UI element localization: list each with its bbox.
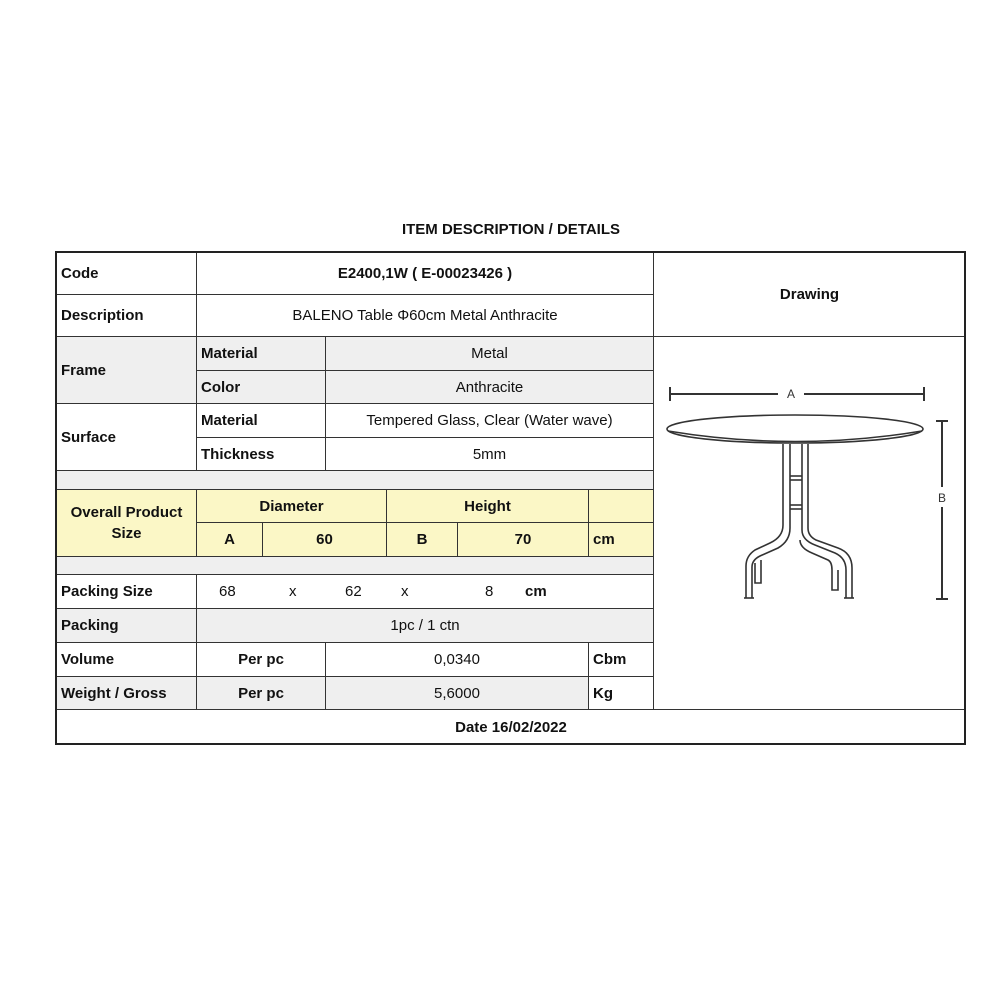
packing-size-label: Packing Size [56,574,197,609]
table-illustration [666,414,924,599]
packing-width: 62 [345,583,362,600]
packing-height: 8 [485,583,494,600]
dim-a-text: A [787,387,795,401]
weight-per: Per pc [196,676,326,710]
frame-color-value: Anthracite [325,370,654,404]
surface-label: Surface [56,403,197,471]
description-value: BALENO Table Φ60cm Metal Anthracite [196,294,654,337]
packing-size-values: 68 x 62 x 8 cm [196,574,654,609]
frame-material-label: Material [196,336,326,371]
surface-material-label: Material [196,403,326,438]
dim-b-label: B [386,522,458,557]
surface-material-value: Tempered Glass, Clear (Water wave) [325,403,654,438]
date: Date 16/02/2022 [56,709,966,745]
dim-b-text: B [938,491,946,505]
drawing-area [653,336,966,710]
packing-unit: cm [525,583,547,600]
volume-unit: Cbm [588,642,654,677]
frame-label: Frame [56,336,197,404]
dimension-b: B [936,420,948,600]
document-title: ITEM DESCRIPTION / DETAILS [401,221,621,238]
dim-a-value: 60 [262,522,387,557]
size-unit-header [588,489,654,523]
surface-thickness-value: 5mm [325,437,654,471]
diameter-label: Diameter [196,489,387,523]
packing-length: 68 [219,583,236,600]
packing-times: x [289,583,297,600]
packing-times: x [401,583,409,600]
volume-per: Per pc [196,642,326,677]
volume-value: 0,0340 [325,642,589,677]
dimension-a: A [669,387,925,401]
overall-size-label: Overall Product Size [56,489,197,557]
volume-label: Volume [56,642,197,677]
